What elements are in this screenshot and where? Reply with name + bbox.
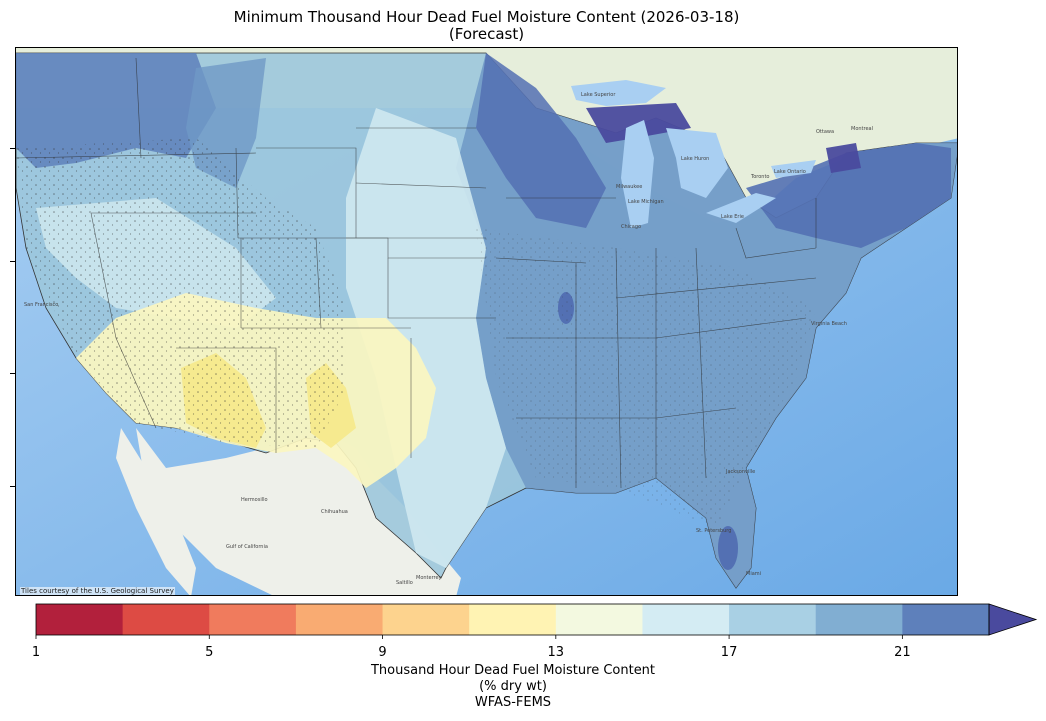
colorbar-cell bbox=[469, 604, 557, 635]
y-tick-3 bbox=[10, 373, 15, 374]
label-saltillo: Saltillo bbox=[396, 580, 413, 586]
colorbar-cell bbox=[382, 604, 470, 635]
chart-title-line1: Minimum Thousand Hour Dead Fuel Moisture… bbox=[233, 8, 740, 26]
chart-title-line2: (Forecast) bbox=[448, 25, 525, 43]
colorbar-cell bbox=[902, 604, 990, 635]
label-chicago: Chicago bbox=[621, 224, 641, 230]
lake-ontario bbox=[771, 160, 816, 178]
colorbar-label-line2: (% dry wt) bbox=[479, 679, 547, 694]
colorbar bbox=[35, 603, 1038, 639]
colorbar-cell bbox=[729, 604, 817, 635]
label-lake-michigan: Lake Michigan bbox=[628, 199, 664, 205]
label-milwaukee: Milwaukee bbox=[616, 184, 642, 190]
map-canvas: Lake Superior Lake Michigan Lake Huron L… bbox=[16, 48, 957, 595]
lake-erie bbox=[706, 193, 776, 223]
colorbar-cell bbox=[642, 604, 730, 635]
region-maine-wettest bbox=[826, 143, 861, 173]
station-dots-west bbox=[16, 138, 346, 448]
label-miami: Miami bbox=[746, 571, 761, 577]
region-northwest-wet bbox=[16, 53, 216, 168]
colorbar-cell bbox=[815, 604, 903, 635]
label-virginia-beach: Virginia Beach bbox=[811, 321, 847, 327]
region-florida-wettest bbox=[718, 526, 738, 570]
mexico-land bbox=[136, 428, 461, 595]
label-lake-erie: Lake Erie bbox=[721, 214, 744, 220]
colorbar-cells bbox=[36, 604, 990, 635]
y-tick-1 bbox=[10, 148, 15, 149]
colorbar-tick-label: 17 bbox=[720, 645, 738, 660]
label-jacksonville: Jacksonville bbox=[725, 469, 755, 475]
label-toronto: Toronto bbox=[750, 174, 769, 180]
label-st-petersburg: St. Petersburg bbox=[696, 528, 731, 534]
colorbar-tick-label: 5 bbox=[205, 645, 214, 660]
colorbar-outline bbox=[35, 603, 990, 636]
label-montreal: Montreal bbox=[851, 126, 873, 132]
colorbar-tick-label: 9 bbox=[378, 645, 387, 660]
region-northeast-wettest bbox=[746, 143, 951, 248]
colorbar-cell bbox=[209, 604, 297, 635]
baja-peninsula bbox=[116, 428, 196, 595]
colorbar-extend-arrow bbox=[988, 603, 1038, 636]
label-san-francisco: San Francisco bbox=[24, 302, 58, 308]
label-gulf-of-california: Gulf of California bbox=[226, 544, 268, 550]
region-plains-moderate bbox=[346, 108, 506, 568]
tile-attribution: Tiles courtesy of the U.S. Geological Su… bbox=[20, 587, 175, 595]
colorbar-cell bbox=[295, 604, 384, 635]
label-chihuahua: Chihuahua bbox=[321, 509, 348, 515]
lake-michigan bbox=[621, 120, 654, 228]
colorbar-label-line1: Thousand Hour Dead Fuel Moisture Content bbox=[370, 663, 656, 678]
label-hermosillo: Hermosillo bbox=[241, 497, 268, 503]
state-boundaries bbox=[16, 57, 817, 489]
colorbar-tick-label: 13 bbox=[547, 645, 565, 660]
colorbar-ticks bbox=[35, 635, 903, 639]
label-lake-huron: Lake Huron bbox=[681, 156, 709, 162]
y-tick-4 bbox=[10, 486, 15, 487]
colorbar-cell bbox=[36, 604, 124, 635]
region-upper-midwest bbox=[476, 53, 606, 228]
station-dots-east bbox=[476, 228, 816, 528]
y-tick-2 bbox=[10, 261, 15, 262]
colorbar-label-line3: WFAS-FEMS bbox=[474, 695, 552, 710]
lake-superior bbox=[571, 80, 666, 106]
colorbar-cell bbox=[555, 604, 643, 635]
colorbar-cell bbox=[122, 604, 210, 635]
label-lake-superior: Lake Superior bbox=[581, 92, 616, 98]
label-ottawa: Ottawa bbox=[816, 129, 834, 135]
label-monterrey: Monterrey bbox=[416, 575, 442, 581]
colorbar-tick-label: 21 bbox=[894, 645, 911, 660]
label-lake-ontario: Lake Ontario bbox=[774, 169, 806, 175]
colorbar-tick-label: 1 bbox=[31, 645, 41, 660]
map-panel[interactable]: Lake Superior Lake Michigan Lake Huron L… bbox=[15, 47, 958, 596]
lake-huron bbox=[666, 128, 728, 198]
